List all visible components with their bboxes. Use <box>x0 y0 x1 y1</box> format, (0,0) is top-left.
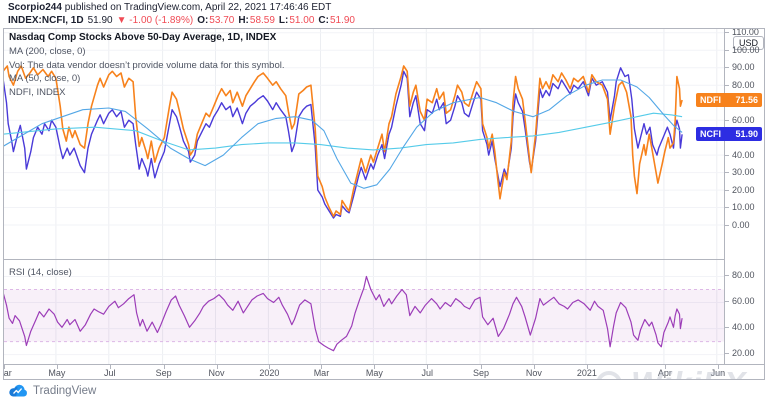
time-label: 2021 <box>576 368 597 378</box>
last-price: 51.90 <box>87 15 113 26</box>
time-label: Mar <box>313 368 330 378</box>
chart-frame: Nasdaq Comp Stocks Above 50-Day Average,… <box>3 28 765 380</box>
time-tick <box>163 365 165 369</box>
time-tick <box>56 365 58 369</box>
time-label: May <box>365 368 383 378</box>
time-label: Nov <box>525 368 542 378</box>
price-axis[interactable]: USD 110.00 100.00 90.00 80.00 60.00 40.00 30.0… <box>724 29 764 364</box>
time-label: May <box>48 368 66 378</box>
price-tick-label: 110.00 <box>725 29 759 38</box>
price-tick-label: 40.00 <box>725 150 755 161</box>
ncfi-price-badge: NCFI 51.90 <box>696 127 762 142</box>
author-name[interactable]: Scorpio244 <box>8 2 62 13</box>
legend-volume-note: Vol: The data vendor doesn’t provide vol… <box>9 59 285 71</box>
open-label: O: <box>197 15 209 26</box>
ncfi-badge-value: 51.90 <box>735 129 758 140</box>
time-label: Nov <box>208 368 225 378</box>
price-tick-label: 0.00 <box>725 220 750 231</box>
time-label: Sep <box>473 368 490 378</box>
close-label: C: <box>318 15 329 26</box>
ndfi-badge-value: 71.56 <box>735 94 758 105</box>
low-value: 51.00 <box>289 15 315 26</box>
ncfi-badge-label: NCFI <box>700 129 721 140</box>
price-tick-label: 90.00 <box>725 62 755 73</box>
time-tick <box>586 365 588 369</box>
price-tick-label: 20.00 <box>725 185 755 196</box>
price-tick-label: 80.00 <box>725 80 755 91</box>
chart-title[interactable]: Nasdaq Comp Stocks Above 50-Day Average,… <box>9 32 277 43</box>
time-label: Mar <box>3 368 12 378</box>
time-label: 2020 <box>259 368 280 378</box>
time-label: Jun <box>710 368 726 378</box>
time-tick <box>374 365 376 369</box>
tradingview-logo-icon <box>9 384 27 397</box>
time-label: Jul <box>421 368 434 378</box>
time-tick <box>216 365 218 369</box>
rsi-legend[interactable]: RSI (14, close) <box>9 267 72 278</box>
high-value: 58.59 <box>249 15 275 26</box>
time-tick <box>321 365 323 369</box>
rsi-pane[interactable] <box>4 259 724 364</box>
time-tick <box>427 365 429 369</box>
price-change: ▼ -1.00 (-1.89%) <box>116 15 194 26</box>
open-value: 53.70 <box>209 15 235 26</box>
time-tick <box>533 365 535 369</box>
ndfi-badge-label: NDFI <box>700 94 721 105</box>
close-value: 51.90 <box>329 15 355 26</box>
price-tick-label: 60.00 <box>725 115 755 126</box>
time-label: Jul <box>104 368 116 378</box>
legend-compare-symbol[interactable]: NDFI, INDEX <box>9 86 66 98</box>
time-tick <box>481 365 483 369</box>
time-tick <box>717 365 719 369</box>
time-tick <box>109 365 111 369</box>
time-label: Sep <box>155 368 172 378</box>
legend-ma50[interactable]: MA (50, close, 0) <box>9 73 81 84</box>
high-label: H: <box>238 15 249 26</box>
price-tick-label: 10.00 <box>725 202 755 213</box>
ndfi-price-badge: NDFI 71.56 <box>696 92 762 107</box>
symbol-label[interactable]: INDEX:NCFI, 1D <box>8 15 84 26</box>
quote-line: INDEX:NCFI, 1D 51.90 ▼ -1.00 (-1.89%) O:… <box>8 15 355 26</box>
tradingview-brand-text[interactable]: TradingView <box>33 385 97 397</box>
legend-ma200[interactable]: MA (200, close, 0) <box>9 46 86 57</box>
tradingview-branding[interactable]: TradingView <box>8 383 96 399</box>
price-tick-label: 100.00 <box>725 45 760 56</box>
main-pane-legend: Nasdaq Comp Stocks Above 50-Day Average,… <box>9 31 284 99</box>
publish-byline: Scorpio244 published on TradingView.com,… <box>8 2 331 13</box>
main-price-pane[interactable] <box>4 29 724 259</box>
time-tick <box>269 365 271 369</box>
rsi-tick-label: 20.00 <box>725 348 755 359</box>
low-label: L: <box>278 15 289 26</box>
time-label: Apr <box>657 368 672 378</box>
price-tick-label: 30.00 <box>725 167 755 178</box>
rsi-tick-label: 40.00 <box>725 322 755 333</box>
byline-rest: published on TradingView.com, April 22, … <box>61 2 332 13</box>
time-tick <box>664 365 666 369</box>
rsi-tick-label: 60.00 <box>725 296 755 307</box>
rsi-tick-label: 80.00 <box>725 270 755 281</box>
time-axis[interactable]: Mar May Jul Sep Nov 2020 Mar May Jul Sep Nov 2021 Ap… <box>3 364 764 379</box>
time-tick <box>4 365 5 369</box>
